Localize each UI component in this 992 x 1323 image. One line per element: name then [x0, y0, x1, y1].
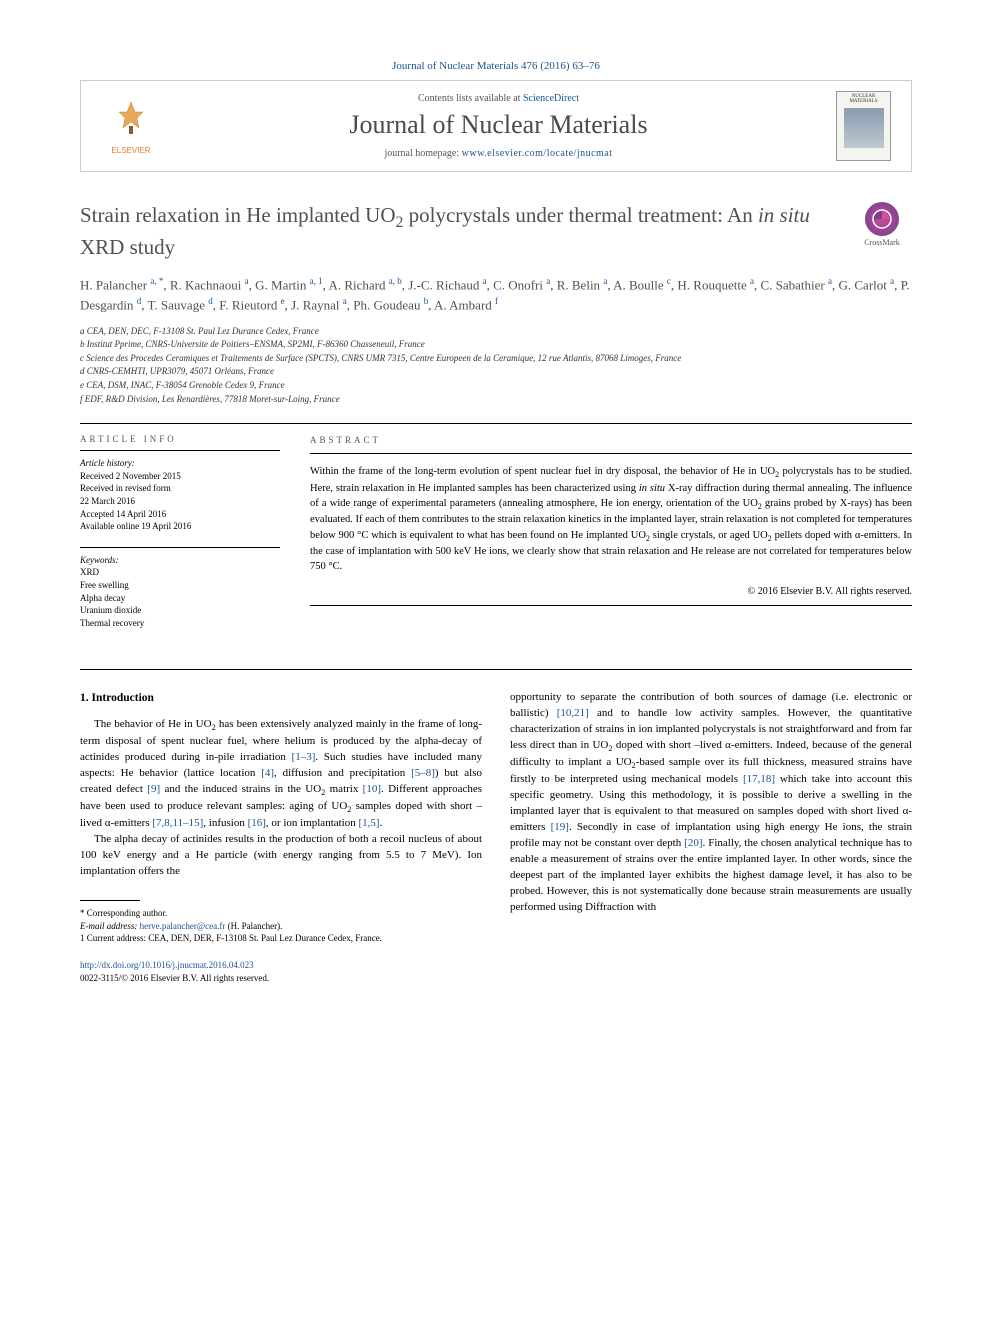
cover-image-icon: [844, 108, 884, 148]
email-link[interactable]: herve.palancher@cea.fr: [140, 921, 226, 931]
journal-title: Journal of Nuclear Materials: [161, 110, 836, 140]
keyword: XRD: [80, 566, 280, 579]
divider: [310, 453, 912, 454]
body-paragraph: opportunity to separate the contribution…: [510, 690, 912, 916]
affiliation-f: f EDF, R&D Division, Les Renardières, 77…: [80, 393, 912, 406]
affiliation-b: b Institut Pprime, CNRS-Universite de Po…: [80, 338, 912, 351]
issn-copyright: 0022-3115/© 2016 Elsevier B.V. All right…: [80, 972, 482, 985]
history-line: Available online 19 April 2016: [80, 520, 280, 533]
affiliations: a CEA, DEN, DEC, F-13108 St. Paul Lez Du…: [80, 325, 912, 406]
article-info-heading: ARTICLE INFO: [80, 434, 280, 444]
section-title: Introduction: [92, 692, 154, 704]
footnotes: * Corresponding author. E-mail address: …: [80, 907, 482, 945]
authors-list: H. Palancher a, *, R. Kachnaoui a, G. Ma…: [80, 275, 912, 315]
email-name: (H. Palancher).: [228, 921, 283, 931]
affiliation-e: e CEA, DSM, INAC, F-38054 Grenoble Cedex…: [80, 379, 912, 392]
journal-header: ELSEVIER Contents lists available at Sci…: [80, 80, 912, 172]
body-column-left: 1. Introduction The behavior of He in UO…: [80, 690, 482, 985]
footnote-current-address: 1 Current address: CEA, DEN, DER, F-1310…: [80, 932, 482, 945]
body-column-right: opportunity to separate the contribution…: [510, 690, 912, 985]
divider: [80, 423, 912, 424]
history-label: Article history:: [80, 457, 280, 470]
affiliation-d: d CNRS-CEMHTI, UPR3079, 45071 Orléans, F…: [80, 365, 912, 378]
keyword: Alpha decay: [80, 592, 280, 605]
abstract-copyright: © 2016 Elsevier B.V. All rights reserved…: [310, 585, 912, 600]
abstract-heading: ABSTRACT: [310, 434, 912, 447]
affiliation-c: c Science des Procedes Ceramiques et Tra…: [80, 352, 912, 365]
journal-reference: Journal of Nuclear Materials 476 (2016) …: [80, 60, 912, 72]
body-divider: [80, 669, 912, 670]
elsevier-tree-icon: [111, 98, 151, 146]
footnote-separator: [80, 900, 140, 901]
journal-cover-thumbnail: NUCLEAR MATERIALS: [836, 91, 891, 161]
corresponding-author: * Corresponding author.: [80, 907, 482, 920]
body-paragraph: The alpha decay of actinides results in …: [80, 832, 482, 880]
keyword: Free swelling: [80, 579, 280, 592]
section-number: 1.: [80, 692, 89, 704]
elsevier-logo[interactable]: ELSEVIER: [101, 91, 161, 161]
divider: [310, 605, 912, 606]
journal-homepage: journal homepage: www.elsevier.com/locat…: [161, 148, 836, 159]
crossmark-badge[interactable]: CrossMark: [852, 202, 912, 247]
history-line: 22 March 2016: [80, 495, 280, 508]
keyword: Uranium dioxide: [80, 604, 280, 617]
keyword: Thermal recovery: [80, 617, 280, 630]
contents-prefix: Contents lists available at: [418, 93, 523, 104]
affiliation-a: a CEA, DEN, DEC, F-13108 St. Paul Lez Du…: [80, 325, 912, 338]
history-line: Received 2 November 2015: [80, 470, 280, 483]
body-columns: 1. Introduction The behavior of He in UO…: [80, 690, 912, 985]
crossmark-label: CrossMark: [864, 238, 900, 247]
footer-block: http://dx.doi.org/10.1016/j.jnucmat.2016…: [80, 959, 482, 985]
abstract-column: ABSTRACT Within the frame of the long-te…: [310, 434, 912, 629]
article-title: Strain relaxation in He implanted UO2 po…: [80, 202, 852, 261]
article-info-column: ARTICLE INFO Article history: Received 2…: [80, 434, 280, 629]
sciencedirect-link[interactable]: ScienceDirect: [523, 93, 579, 104]
divider: [80, 547, 280, 548]
cover-title: NUCLEAR MATERIALS: [839, 94, 888, 104]
doi-link[interactable]: http://dx.doi.org/10.1016/j.jnucmat.2016…: [80, 960, 254, 970]
elsevier-text: ELSEVIER: [111, 146, 150, 155]
keywords-label: Keywords:: [80, 554, 280, 567]
history-line: Accepted 14 April 2016: [80, 508, 280, 521]
crossmark-icon: [865, 202, 899, 236]
contents-available: Contents lists available at ScienceDirec…: [161, 93, 836, 104]
history-line: Received in revised form: [80, 482, 280, 495]
abstract-text: Within the frame of the long-term evolut…: [310, 464, 912, 574]
homepage-prefix: journal homepage:: [384, 148, 461, 159]
homepage-link[interactable]: www.elsevier.com/locate/jnucmat: [462, 148, 613, 159]
divider: [80, 450, 280, 451]
section-heading: 1. Introduction: [80, 690, 482, 707]
body-paragraph: The behavior of He in UO2 has been exten…: [80, 717, 482, 832]
email-label: E-mail address:: [80, 921, 137, 931]
email-line: E-mail address: herve.palancher@cea.fr (…: [80, 920, 482, 933]
